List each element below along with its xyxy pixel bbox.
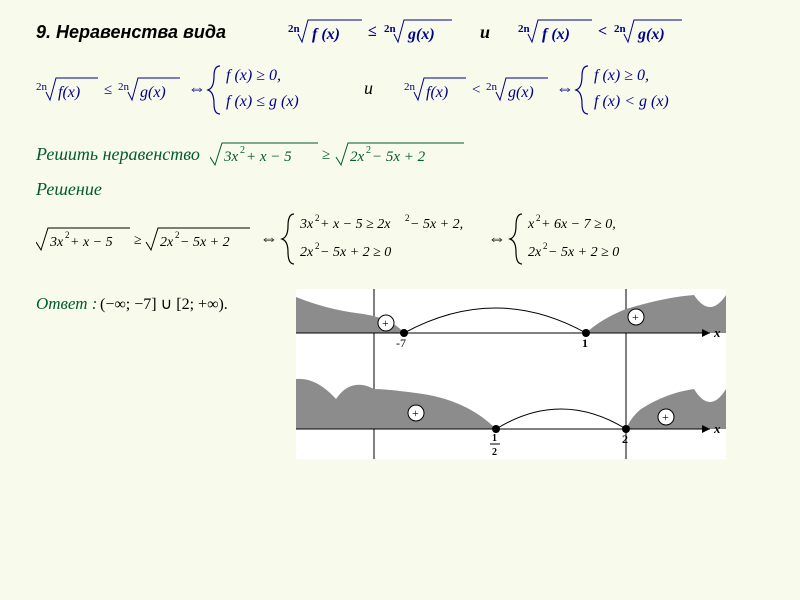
svg-text:2n: 2n	[518, 23, 530, 35]
svg-text:2n: 2n	[614, 23, 626, 35]
svg-text:2n: 2n	[404, 81, 416, 93]
svg-text:2x: 2x	[350, 149, 365, 165]
svg-text:2n: 2n	[384, 23, 396, 35]
svg-text:f(x): f(x)	[426, 84, 448, 101]
svg-text:⇔: ⇔	[556, 78, 574, 98]
svg-text:+ x − 5: + x − 5	[246, 149, 292, 165]
svg-text:2x: 2x	[160, 235, 174, 250]
svg-text:≥: ≥	[134, 233, 142, 248]
svg-text:<: <	[472, 82, 480, 98]
conj: и	[480, 22, 490, 42]
solution-chain: 3x 2 + x − 5 ≥ 2x 2 − 5x + 2 ⇔ 3x 2 + x …	[36, 206, 770, 277]
svg-text:3x: 3x	[299, 217, 314, 232]
root-index: 2n	[288, 23, 300, 35]
svg-text:-7: -7	[396, 336, 406, 350]
svg-text:x: x	[527, 217, 535, 232]
svg-text:g(x): g(x)	[140, 84, 166, 101]
svg-text:2n: 2n	[118, 81, 130, 93]
svg-text:2: 2	[405, 213, 410, 223]
rule-conj: и	[364, 78, 373, 98]
svg-text:− 5x + 2: − 5x + 2	[372, 149, 426, 165]
svg-text:2: 2	[543, 241, 548, 251]
svg-text:2: 2	[240, 145, 245, 156]
svg-text:⇔: ⇔	[260, 228, 278, 248]
svg-text:2x: 2x	[300, 245, 314, 260]
svg-text:2n: 2n	[486, 81, 498, 93]
svg-text:1: 1	[492, 433, 497, 444]
problem-label: Решить неравенство	[36, 144, 200, 165]
svg-text:2: 2	[536, 213, 541, 223]
svg-text:≤: ≤	[104, 82, 112, 98]
svg-text:⇔: ⇔	[188, 78, 206, 98]
svg-text:+: +	[632, 310, 639, 324]
svg-text:+ x − 5: + x − 5	[70, 235, 113, 250]
solution-label: Решение	[36, 179, 770, 200]
rel-lt: <	[598, 23, 607, 40]
svg-text:3x: 3x	[223, 149, 239, 165]
svg-text:х: х	[713, 421, 721, 436]
svg-text:g(x): g(x)	[508, 84, 534, 101]
svg-text:⇔: ⇔	[488, 228, 506, 248]
heading-text: 9. Неравенства вида	[36, 22, 226, 43]
problem-expression: 3x 2 + x − 5 ≥ 2x 2 − 5x + 2	[210, 139, 470, 169]
svg-text:+: +	[412, 406, 419, 420]
sys1b: f (x) ≤ g (x)	[226, 93, 299, 110]
svg-text:+: +	[382, 316, 389, 330]
svg-text:≥: ≥	[322, 147, 330, 163]
svg-text:2: 2	[175, 230, 180, 240]
answer-label: Ответ :	[36, 294, 97, 313]
svg-text:2: 2	[492, 447, 497, 458]
svg-text:3x: 3x	[49, 235, 64, 250]
radicand-g: g(x)	[407, 26, 435, 43]
svg-text:2: 2	[622, 432, 628, 446]
rule-formula: 2n f(x) ≤ 2n g(x) ⇔ f (x) ≥ 0, f (x) ≤ g…	[36, 60, 770, 125]
svg-text:+ 6x − 7 ≥ 0,: + 6x − 7 ≥ 0,	[541, 217, 616, 232]
svg-text:− 5x + 2: − 5x + 2	[180, 235, 230, 250]
svg-text:− 5x + 2,: − 5x + 2,	[410, 217, 463, 232]
svg-text:f (x): f (x)	[542, 26, 570, 43]
radicand-f: f (x)	[312, 26, 340, 43]
number-line-diagram: х -7 1 + +	[296, 289, 726, 459]
problem-label-row: Решить неравенство 3x 2 + x − 5 ≥ 2x 2 −…	[36, 139, 770, 169]
sys2a: f (x) ≥ 0,	[594, 67, 649, 84]
answer-text: (−∞; −7] ∪ [2; +∞).	[100, 296, 228, 313]
svg-text:2: 2	[315, 213, 320, 223]
svg-text:− 5x + 2 ≥ 0: − 5x + 2 ≥ 0	[320, 245, 391, 260]
header-formula: 2n f (x) ≤ 2n g(x) и 2n f (x) < 2n g(x)	[246, 14, 770, 50]
svg-text:2x: 2x	[528, 245, 542, 260]
section-heading: 9. Неравенства вида 2n f (x) ≤ 2n g(x) и…	[36, 14, 770, 50]
rel-le: ≤	[368, 23, 377, 40]
svg-text:1: 1	[582, 336, 588, 350]
svg-text:+: +	[662, 410, 669, 424]
answer-block: Ответ : (−∞; −7] ∪ [2; +∞).	[36, 289, 286, 324]
sys2b: f (x) < g (x)	[594, 93, 669, 110]
svg-text:2: 2	[65, 230, 70, 240]
svg-text:− 5x + 2 ≥ 0: − 5x + 2 ≥ 0	[548, 245, 619, 260]
svg-text:х: х	[713, 325, 721, 340]
sys1a: f (x) ≥ 0,	[226, 67, 281, 84]
svg-text:f(x): f(x)	[58, 84, 80, 101]
svg-text:g(x): g(x)	[637, 26, 665, 43]
svg-text:2: 2	[315, 241, 320, 251]
svg-text:2n: 2n	[36, 81, 48, 93]
svg-text:2: 2	[366, 145, 371, 156]
svg-text:+ x − 5 ≥ 2x: + x − 5 ≥ 2x	[320, 217, 391, 232]
